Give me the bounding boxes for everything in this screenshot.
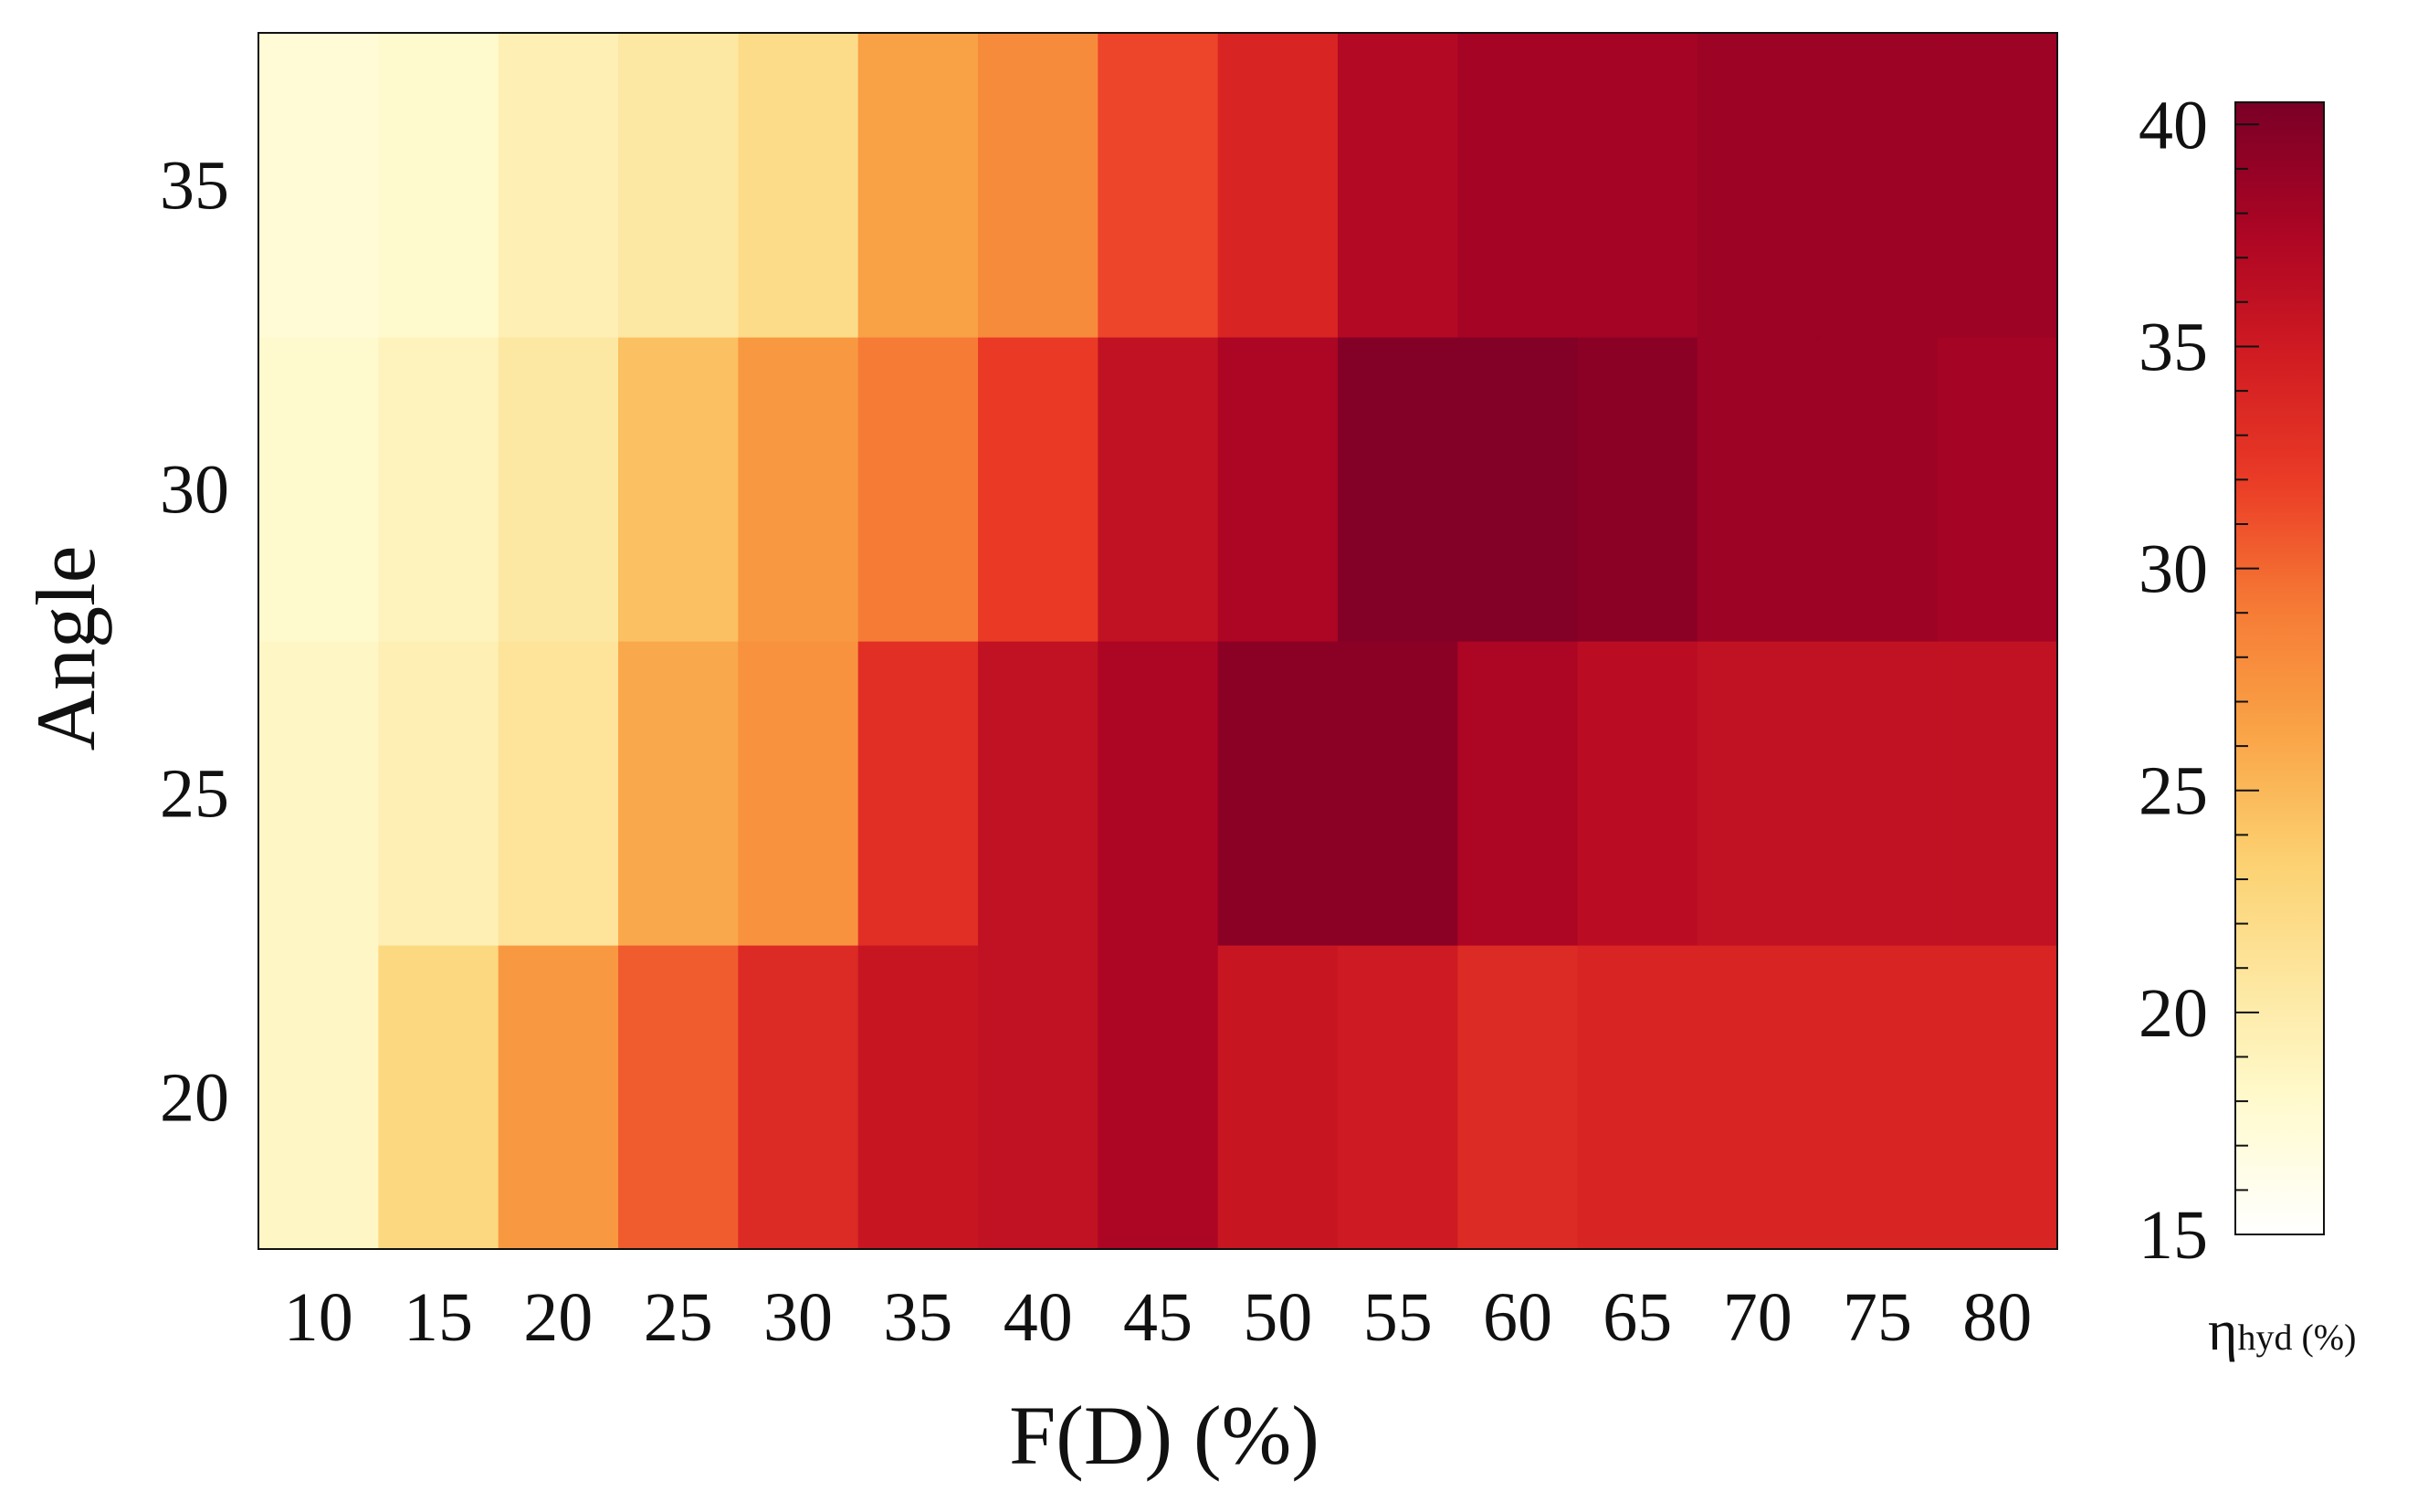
heatmap-cell-35-30 [738,33,859,338]
heatmap-cell-20-20 [498,945,619,1250]
x-tick-label: 20 [523,1279,593,1356]
colorbar-ticks: 15 20 25 30 35 40 [2139,87,2259,1274]
heatmap-cell-30-20 [498,337,619,642]
heatmap-cell-20-30 [738,945,859,1250]
heatmap-cell-30-15 [378,337,499,642]
y-tick-label: 35 [160,148,229,225]
heatmap-cell-20-50 [1217,945,1339,1250]
colorbar-tick-label: 15 [2139,1197,2208,1274]
colorbar-label: ηhyd (%) [2208,1300,2356,1362]
x-tick-label: 60 [1483,1279,1552,1356]
plot-frame [258,32,2058,1250]
heatmap-cell-30-40 [978,337,1098,642]
heatmap-cell-25-50 [1217,641,1339,946]
heatmap-cell-30-80 [1937,337,2058,642]
heatmap-cell-20-60 [1457,945,1579,1250]
heatmap-cell-25-70 [1697,641,1818,946]
heatmap-cell-35-55 [1338,33,1458,338]
x-axis-label: F(D) (%) [1009,1389,1319,1482]
heatmap-cell-25-45 [1098,641,1219,946]
x-tick-label: 50 [1243,1279,1312,1356]
heatmap-cell-35-60 [1457,33,1579,338]
heatmap-cell-35-45 [1098,33,1219,338]
heatmap-cell-20-10 [258,945,379,1250]
x-tick-labels: 10 15 20 25 30 35 40 45 50 55 60 65 70 75 80 [284,1279,2033,1356]
heatmap-cell-35-25 [618,33,739,338]
heatmap-cell-35-50 [1217,33,1339,338]
heatmap-cell-30-75 [1817,337,1939,642]
heatmap-cell-20-45 [1098,945,1219,1250]
heatmap-cell-20-55 [1338,945,1458,1250]
heatmap-cell-30-65 [1577,337,1698,642]
heatmap-cell-25-20 [498,641,619,946]
y-tick-label: 25 [160,756,229,833]
heatmap-cell-30-70 [1697,337,1818,642]
heatmap-cell-20-65 [1577,945,1698,1250]
colorbar-gradient [2234,101,2325,1235]
heatmap-cell-35-15 [378,33,499,338]
heatmap-cell-35-20 [498,33,619,338]
colorbar-label-eta: η [2208,1300,2237,1362]
x-tick-label: 80 [1962,1279,2032,1356]
heatmap-cell-25-75 [1817,641,1939,946]
x-tick-label: 65 [1603,1279,1672,1356]
colorbar-tick-label: 20 [2139,975,2208,1052]
heatmap-cell-35-70 [1697,33,1818,338]
heatmap-cell-30-55 [1338,337,1458,642]
heatmap-cell-20-35 [857,945,979,1250]
x-tick-label: 75 [1843,1279,1912,1356]
colorbar-label-subscript: hyd (%) [2237,1317,2356,1358]
y-tick-label: 30 [160,452,229,529]
heatmap-cell-20-80 [1937,945,2058,1250]
colorbar: 15 20 25 30 35 40 ηhyd (%) [2139,87,2356,1362]
x-tick-label: 70 [1723,1279,1792,1356]
x-tick-label: 45 [1123,1279,1193,1356]
heatmap-cell-35-65 [1577,33,1698,338]
x-tick-label: 25 [644,1279,713,1356]
heatmap-cell-35-10 [258,33,379,338]
heatmap-cell-30-30 [738,337,859,642]
heatmap-cell-20-40 [978,945,1098,1250]
heatmap-cell-25-40 [978,641,1098,946]
x-tick-label: 10 [284,1279,353,1356]
heatmap-cell-25-80 [1937,641,2058,946]
heatmap-cell-25-55 [1338,641,1458,946]
x-tick-label: 35 [883,1279,952,1356]
heatmap-cell-30-45 [1098,337,1219,642]
heatmap-cell-25-30 [738,641,859,946]
x-tick-label: 55 [1363,1279,1433,1356]
heatmap-cell-25-60 [1457,641,1579,946]
heatmap-cell-20-70 [1697,945,1818,1250]
heatmap-cell-30-60 [1457,337,1579,642]
heatmap-cell-35-35 [857,33,979,338]
heatmap-cell-20-15 [378,945,499,1250]
heatmap-cell-35-80 [1937,33,2058,338]
heatmap-cell-30-25 [618,337,739,642]
heatmap-cell-25-65 [1577,641,1698,946]
colorbar-tick-label: 40 [2139,87,2208,163]
heatmap-cell-35-40 [978,33,1098,338]
heatmap-cell-20-75 [1817,945,1939,1250]
heatmap-cell-30-50 [1217,337,1339,642]
y-axis-label: Angle [19,546,112,751]
colorbar-tick-label: 35 [2139,310,2208,386]
heatmap-cell-25-35 [857,641,979,946]
colorbar-tick-label: 30 [2139,531,2208,608]
heatmap-cell-20-25 [618,945,739,1250]
heatmap-cell-25-10 [258,641,379,946]
heatmap-cell-35-75 [1817,33,1939,338]
y-tick-label: 20 [160,1060,229,1137]
heatmap-cells [258,33,2058,1250]
x-tick-label: 40 [1004,1279,1073,1356]
heatmap-cell-25-15 [378,641,499,946]
heatmap-cell-30-35 [857,337,979,642]
colorbar-tick-label: 25 [2139,753,2208,830]
heatmap-cell-30-10 [258,337,379,642]
x-tick-label: 30 [763,1279,833,1356]
x-tick-label: 15 [404,1279,473,1356]
heatmap-cell-25-25 [618,641,739,946]
y-tick-labels: 20 25 30 35 [160,148,229,1137]
